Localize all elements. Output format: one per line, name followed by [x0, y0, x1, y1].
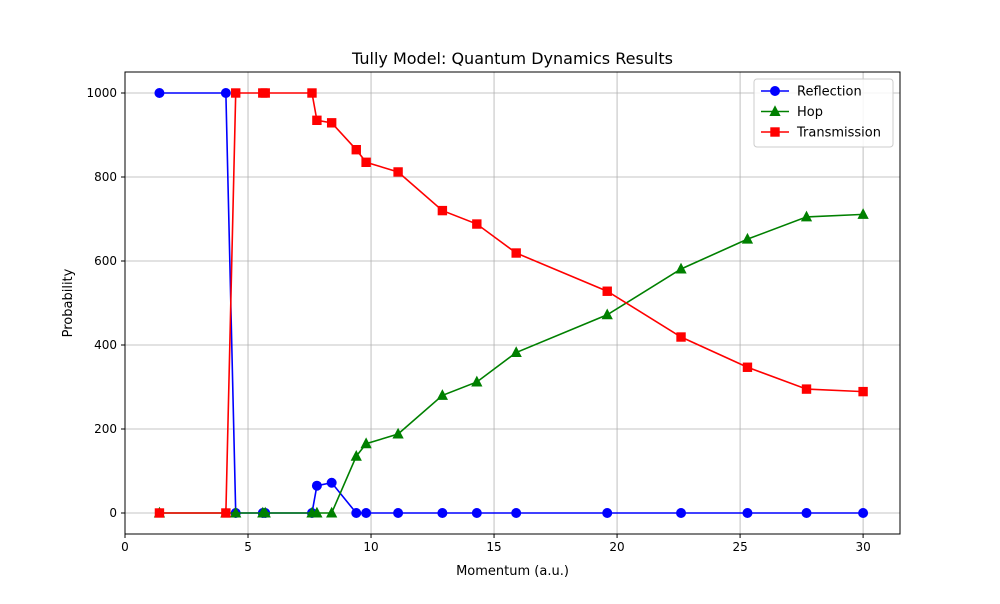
data-point-transmission [602, 286, 612, 296]
data-point-hop [741, 232, 754, 244]
data-point-transmission [361, 157, 371, 168]
data-point-transmission [437, 205, 448, 216]
chart-title: Tully Model: Quantum Dynamics Results [351, 49, 673, 68]
data-point-transmission [858, 386, 868, 397]
legend-label-reflection: Reflection [797, 85, 862, 100]
x-tick-label: 20 [609, 540, 624, 554]
data-point-reflection [511, 508, 522, 518]
data-point-reflection [393, 508, 404, 518]
data-point-transmission [511, 248, 521, 258]
plot-area-frame [124, 71, 901, 535]
y-tick-label: 600 [94, 254, 117, 268]
x-tick-label: 5 [244, 540, 252, 554]
y-tick-label: 200 [94, 422, 117, 436]
data-point-hop [311, 506, 323, 518]
data-point-reflection [437, 508, 448, 518]
data-point-reflection [471, 508, 482, 518]
data-point-transmission [676, 332, 686, 342]
data-point-hop [350, 450, 362, 461]
data-point-transmission [801, 384, 812, 394]
data-point-hop [471, 375, 483, 387]
y-axis-label: Probability [61, 268, 76, 337]
x-tick-label: 15 [486, 540, 501, 554]
y-tick-label: 800 [94, 170, 117, 184]
x-axis-label: Momentum (a.u.) [456, 564, 569, 579]
data-point-reflection [154, 88, 165, 98]
x-tick-label: 0 [121, 540, 129, 554]
y-tick-label: 0 [109, 506, 117, 520]
data-point-transmission [221, 508, 231, 518]
legend-marker-transmission [770, 127, 780, 137]
data-point-reflection [602, 508, 613, 518]
y-tick-label: 400 [94, 338, 117, 352]
y-tick-label: 1000 [86, 86, 117, 100]
data-point-hop [857, 208, 869, 219]
data-point-transmission [307, 88, 317, 98]
data-point-transmission [742, 362, 753, 372]
data-point-transmission [472, 219, 482, 229]
data-point-hop [436, 389, 449, 400]
data-point-reflection [220, 88, 231, 98]
data-point-transmission [154, 508, 165, 518]
legend-box [753, 78, 894, 148]
legend-item-transmission: Transmission [761, 126, 881, 141]
data-point-transmission [260, 88, 270, 98]
x-tick-label: 10 [363, 540, 378, 554]
series-layer [153, 88, 869, 518]
data-point-hop [510, 346, 522, 358]
data-point-reflection [858, 508, 869, 518]
x-tick-label: 30 [855, 540, 870, 554]
data-point-transmission [393, 167, 403, 177]
data-point-reflection [326, 477, 337, 488]
legend-marker-hop [769, 105, 781, 116]
data-point-reflection [351, 508, 362, 518]
legend-marker-reflection [770, 86, 780, 96]
legend-label-transmission: Transmission [796, 126, 881, 141]
data-point-reflection [311, 480, 322, 491]
legend-label-hop: Hop [797, 105, 823, 120]
legend-item-reflection: Reflection [761, 85, 862, 100]
data-point-transmission [326, 118, 337, 128]
data-point-hop [259, 506, 271, 518]
data-point-transmission [231, 88, 241, 98]
data-point-hop [800, 210, 813, 222]
data-point-hop [360, 437, 372, 449]
data-point-hop [392, 427, 404, 439]
data-point-transmission [312, 115, 322, 125]
legend-item-hop: Hop [761, 105, 823, 120]
data-point-hop [326, 506, 338, 518]
data-point-reflection [742, 508, 753, 518]
data-point-hop [675, 262, 687, 274]
series-transmission [154, 88, 868, 518]
legend: Reflection Hop Transmission [753, 78, 894, 148]
x-tick-label: 25 [732, 540, 747, 554]
data-point-hop [230, 506, 242, 518]
data-point-reflection [801, 508, 812, 518]
data-point-reflection [361, 508, 372, 518]
data-point-reflection [676, 508, 687, 518]
series-hop [153, 208, 869, 518]
data-point-transmission [351, 145, 361, 155]
data-point-hop [601, 308, 613, 320]
tick-layer: 0 5 10 15 20 25 30 0 200 400 600 800 1000 [86, 86, 870, 554]
